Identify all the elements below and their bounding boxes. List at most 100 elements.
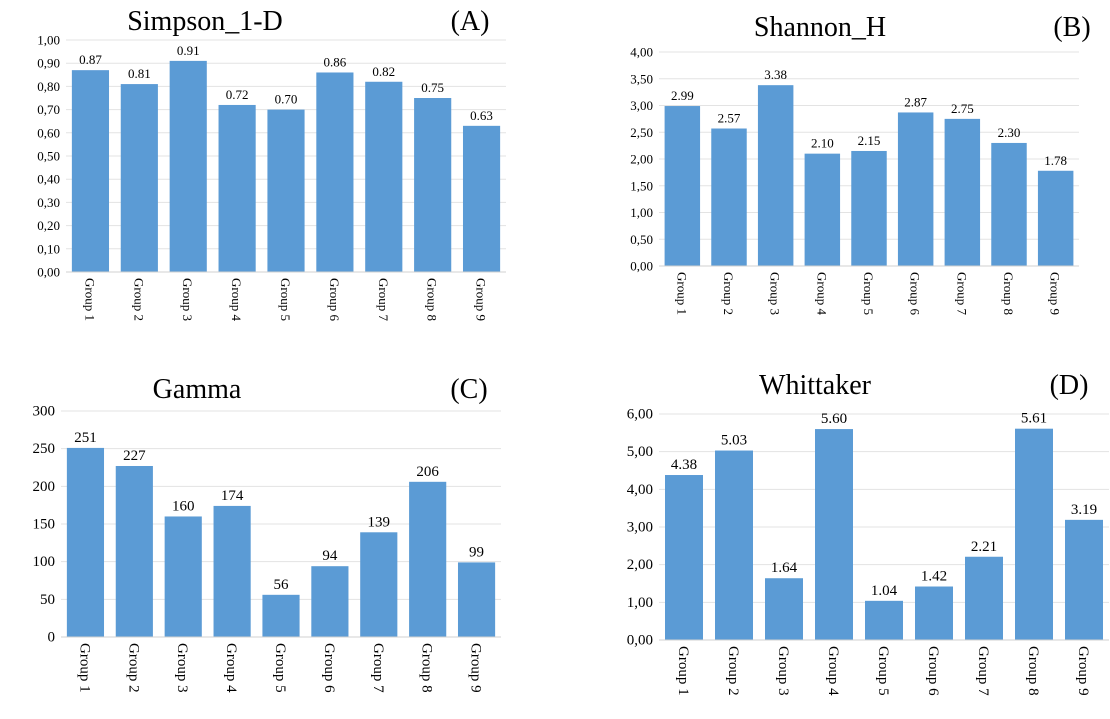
x-category-label: Group 8 [1001, 272, 1016, 315]
y-tick-label: 1,00 [630, 205, 653, 220]
x-category-label: Group 3 [180, 278, 195, 321]
y-tick-label: 1,00 [37, 33, 60, 48]
x-category-label: Group 7 [954, 272, 969, 315]
bar-group-3 [164, 516, 202, 637]
bar-group-4 [804, 153, 841, 266]
bar-group-4 [218, 104, 256, 273]
y-tick-label: 0 [48, 630, 56, 646]
x-category-label: Group 5 [278, 278, 293, 321]
x-category-label: Group 8 [425, 278, 440, 321]
x-category-label: Group 6 [925, 646, 941, 696]
data-label: 1.04 [871, 583, 898, 599]
bar-group-7 [965, 556, 1003, 640]
data-label: 2.99 [671, 88, 694, 103]
y-tick-label: 150 [33, 517, 56, 533]
y-tick-label: 0,50 [630, 232, 653, 247]
bar-group-8 [991, 142, 1027, 266]
data-label: 0.86 [324, 54, 347, 69]
data-label: 0.63 [470, 108, 493, 123]
x-category-label: Group 3 [174, 643, 190, 693]
data-label: 160 [172, 498, 195, 514]
data-label: 227 [123, 448, 146, 464]
x-category-label: Group 7 [370, 643, 386, 693]
chart-title: Simpson_1-D [127, 6, 283, 37]
x-category-label: Group 4 [229, 278, 244, 321]
x-category-label: Group 3 [775, 646, 791, 696]
data-label: 174 [221, 488, 244, 504]
bar-group-1 [664, 106, 701, 266]
data-label: 139 [368, 514, 391, 530]
x-category-label: Group 6 [908, 272, 923, 315]
bar-group-6 [897, 112, 934, 266]
y-tick-label: 3,00 [630, 98, 653, 113]
data-label: 2.30 [998, 125, 1021, 140]
y-tick-label: 5,00 [627, 444, 653, 460]
x-category-label: Group 9 [1075, 646, 1091, 696]
chart-title: Whittaker [759, 370, 872, 401]
data-label: 1.42 [921, 569, 947, 585]
x-category-label: Group 8 [419, 643, 435, 693]
x-category-label: Group 6 [321, 643, 337, 693]
x-category-label: Group 5 [875, 646, 891, 696]
x-category-label: Group 4 [814, 272, 829, 315]
y-tick-label: 1,00 [627, 595, 653, 611]
data-label: 0.70 [275, 92, 298, 107]
data-label: 0.87 [79, 52, 102, 67]
y-tick-label: 0,00 [37, 265, 60, 280]
y-tick-label: 0,30 [37, 195, 60, 210]
bar-group-2 [115, 465, 153, 637]
x-category-label: Group 4 [223, 643, 239, 693]
y-tick-label: 2,00 [627, 557, 653, 573]
bar-group-9 [462, 125, 501, 272]
data-label: 2.75 [951, 101, 974, 116]
bar-group-8 [409, 481, 447, 637]
panel-letter: (A) [451, 6, 490, 37]
y-tick-label: 4,00 [627, 482, 653, 498]
bar-group-6 [915, 586, 953, 640]
x-category-label: Group 2 [131, 278, 146, 321]
y-tick-label: 2,50 [630, 125, 653, 140]
x-category-label: Group 7 [975, 646, 991, 696]
y-tick-label: 0,10 [37, 241, 60, 256]
bar-group-4 [815, 429, 853, 640]
y-tick-label: 0,70 [37, 102, 60, 117]
bar-group-5 [267, 109, 305, 272]
x-category-label: Group 8 [1025, 646, 1041, 696]
x-category-label: Group 1 [674, 272, 689, 315]
y-tick-label: 0,20 [37, 218, 60, 233]
data-label: 1.64 [771, 560, 798, 576]
y-tick-label: 0,80 [37, 79, 60, 94]
data-label: 56 [274, 577, 290, 593]
bar-group-6 [311, 566, 349, 637]
data-label: 0.91 [177, 43, 200, 58]
data-label: 4.38 [671, 457, 697, 473]
y-tick-label: 0,60 [37, 125, 60, 140]
bar-group-7 [944, 118, 981, 266]
panel-letter: (B) [1053, 12, 1090, 43]
panel-letter: (D) [1050, 370, 1089, 401]
bar-group-9 [1065, 519, 1103, 640]
data-label: 3.19 [1071, 502, 1097, 518]
y-tick-label: 3,00 [627, 520, 653, 536]
panel-letter: (C) [450, 374, 487, 405]
data-label: 0.82 [372, 64, 395, 79]
bar-group-3 [757, 85, 794, 266]
bar-group-2 [120, 84, 158, 272]
y-tick-label: 6,00 [627, 407, 653, 423]
bar-group-2 [715, 450, 753, 640]
bar-group-9 [1037, 170, 1074, 266]
bar-group-8 [1015, 428, 1053, 640]
chart-panel-4: Whittaker (D) 0,00 1,00 2,00 3,00 4,00 5,00 6,00… [627, 370, 1109, 696]
data-label: 2.87 [904, 94, 927, 109]
bar-group-1 [66, 447, 105, 637]
y-tick-label: 300 [33, 404, 56, 420]
data-label: 2.15 [858, 133, 881, 148]
x-category-label: Group 9 [474, 278, 489, 321]
x-category-label: Group 9 [468, 643, 484, 693]
bar-group-7 [365, 81, 403, 272]
x-category-label: Group 6 [327, 278, 342, 321]
bar-group-9 [457, 562, 496, 637]
data-label: 206 [416, 464, 439, 480]
data-label: 2.10 [811, 136, 834, 151]
